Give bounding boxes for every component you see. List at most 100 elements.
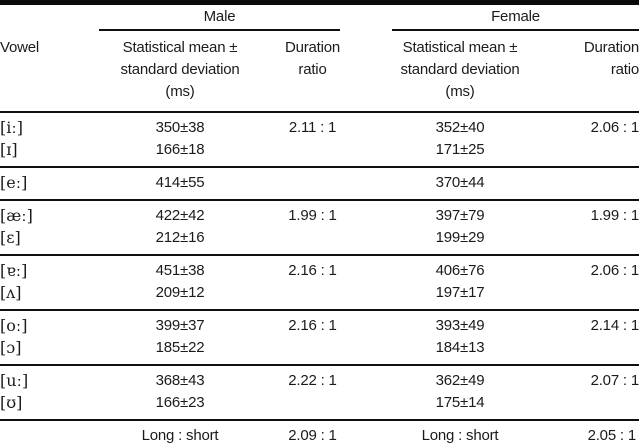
male-ratio-cell xyxy=(265,282,360,310)
female-mean-cell: 197±17 xyxy=(435,284,485,301)
vowel-group-i: [iː] 350±38 2.11 : 1 352±40 2.06 : 1 [ɪ]… xyxy=(0,112,639,167)
female-ratio-cell: 2.06 : 1 xyxy=(590,119,639,136)
male-mean-header-line1: Statistical mean ± xyxy=(122,39,238,56)
male-mean-cell: 350±38 xyxy=(155,119,205,136)
male-ratio-cell: 2.16 : 1 xyxy=(288,317,337,334)
male-header-cell: Male xyxy=(95,3,360,31)
vowel-cell xyxy=(0,420,95,448)
female-summary-line1: Long : short xyxy=(421,427,499,444)
male-mean-cell: 185±22 xyxy=(155,339,205,356)
male-mean-cell: 399±37 xyxy=(155,317,205,334)
male-ratio-header-line1: Duration xyxy=(284,39,341,56)
female-mean-header-line3: (ms) xyxy=(445,83,475,100)
vowel-cell: [ɪ] xyxy=(0,140,18,159)
male-mean-cell: 414±55 xyxy=(155,174,205,191)
table-header: Male Female Vowel Statistical mean ± sta… xyxy=(0,3,639,113)
gender-header-row: Male Female xyxy=(0,3,639,31)
male-mean-cell: 209±12 xyxy=(155,284,205,301)
female-ratio-cell xyxy=(560,139,639,167)
male-mean-cell: 451±38 xyxy=(155,262,205,279)
summary-group: Long : short vowels 401 ms : 188 ms 2.09… xyxy=(0,420,639,448)
vowel-cell: [uː] xyxy=(0,371,29,390)
male-ratio-header-line2: ratio xyxy=(298,61,327,78)
female-ratio-cell xyxy=(560,227,639,255)
vowel-cell: [æː] xyxy=(0,206,33,225)
female-mean-cell: 175±14 xyxy=(435,394,485,411)
vowel-column-header: Vowel xyxy=(0,31,95,113)
subheader-row: Vowel Statistical mean ± standard deviat… xyxy=(0,31,639,113)
table-row: [oː] 399±37 2.16 : 1 393±49 2.14 : 1 xyxy=(0,310,639,337)
female-ratio-cell: 2.14 : 1 xyxy=(590,317,639,334)
vowel-cell: [eː] xyxy=(0,173,28,192)
female-summary-ratio-cell: 2.05 : 1 xyxy=(587,427,637,444)
female-ratio-header: Duration ratio xyxy=(560,31,639,113)
male-ratio-cell: 2.11 : 1 xyxy=(288,119,337,136)
table-row: [iː] 350±38 2.11 : 1 352±40 2.06 : 1 xyxy=(0,112,639,139)
table-row: [ʊ] 166±23 175±14 xyxy=(0,392,639,420)
male-header: Male xyxy=(99,6,340,31)
female-ratio-header-line2: ratio xyxy=(610,61,639,78)
female-ratio-cell xyxy=(560,167,639,200)
vowel-cell: [ʊ] xyxy=(0,393,23,412)
female-ratio-cell: 2.07 : 1 xyxy=(590,372,639,389)
vowel-cell: [ʌ] xyxy=(0,283,22,302)
table-row: [ʌ] 209±12 197±17 xyxy=(0,282,639,310)
vowel-group-o: [oː] 399±37 2.16 : 1 393±49 2.14 : 1 [ɔ]… xyxy=(0,310,639,365)
male-ratio-cell xyxy=(265,337,360,365)
male-mean-cell: 166±23 xyxy=(155,394,205,411)
male-mean-cell: 166±18 xyxy=(155,141,205,158)
female-ratio-cell xyxy=(560,282,639,310)
summary-row: Long : short vowels 401 ms : 188 ms 2.09… xyxy=(0,420,639,448)
female-mean-cell: 171±25 xyxy=(435,141,485,158)
female-mean-cell: 199±29 xyxy=(435,229,485,246)
male-ratio-cell xyxy=(265,139,360,167)
female-header-cell: Female xyxy=(360,3,639,31)
male-mean-header-line2: standard deviation xyxy=(120,61,240,78)
male-ratio-cell: 2.16 : 1 xyxy=(288,262,337,279)
male-summary-cell: Long : short vowels 401 ms : 188 ms xyxy=(95,420,265,448)
male-ratio-cell xyxy=(265,392,360,420)
vowel-cell: [oː] xyxy=(0,316,28,335)
table-row: [ɛ] 212±16 199±29 xyxy=(0,227,639,255)
male-mean-header: Statistical mean ± standard deviation (m… xyxy=(95,31,265,113)
vowel-group-u: [uː] 368±43 2.22 : 1 362±49 2.07 : 1 [ʊ]… xyxy=(0,365,639,420)
vowel-cell: [ɛ] xyxy=(0,228,21,247)
female-mean-cell: 184±13 xyxy=(435,339,485,356)
female-ratio-cell: 1.99 : 1 xyxy=(590,207,639,224)
table-row: [ɐː] 451±38 2.16 : 1 406±76 2.06 : 1 xyxy=(0,255,639,282)
male-summary-ratio-cell: 2.09 : 1 xyxy=(288,427,337,444)
female-mean-header-line1: Statistical mean ± xyxy=(402,39,518,56)
male-ratio-cell xyxy=(265,227,360,255)
female-mean-cell: 397±79 xyxy=(435,207,485,224)
female-mean-cell: 370±44 xyxy=(435,174,485,191)
female-ratio-cell xyxy=(560,392,639,420)
male-ratio-cell: 1.99 : 1 xyxy=(288,207,337,224)
female-ratio-header-line1: Duration xyxy=(583,39,639,56)
female-ratio-cell: 2.06 : 1 xyxy=(590,262,639,279)
male-ratio-cell xyxy=(265,167,360,200)
male-ratio-cell: 2.22 : 1 xyxy=(288,372,337,389)
male-mean-cell: 212±16 xyxy=(155,229,205,246)
female-ratio-cell xyxy=(560,337,639,365)
vowel-group-a: [ɐː] 451±38 2.16 : 1 406±76 2.06 : 1 [ʌ]… xyxy=(0,255,639,310)
male-mean-header-line3: (ms) xyxy=(165,83,195,100)
female-mean-cell: 362±49 xyxy=(435,372,485,389)
female-mean-header: Statistical mean ± standard deviation (m… xyxy=(360,31,560,113)
vowel-group-ae: [æː] 422±42 1.99 : 1 397±79 1.99 : 1 [ɛ]… xyxy=(0,200,639,255)
male-ratio-header: Duration ratio xyxy=(265,31,360,113)
female-mean-header-line2: standard deviation xyxy=(400,61,520,78)
vowel-cell: [iː] xyxy=(0,118,23,137)
male-mean-cell: 368±43 xyxy=(155,372,205,389)
female-mean-cell: 352±40 xyxy=(435,119,485,136)
male-summary-line1: Long : short xyxy=(141,427,219,444)
table-row: [uː] 368±43 2.22 : 1 362±49 2.07 : 1 xyxy=(0,365,639,392)
female-mean-cell: 393±49 xyxy=(435,317,485,334)
table-row: [æː] 422±42 1.99 : 1 397±79 1.99 : 1 xyxy=(0,200,639,227)
vowel-cell: [ɔ] xyxy=(0,338,22,357)
vowel-group-e: [eː] 414±55 370±44 xyxy=(0,167,639,200)
male-mean-cell: 422±42 xyxy=(155,207,205,224)
female-summary-cell: Long : short vowels 380 ms : 185 ms xyxy=(360,420,560,448)
table-row: [ɪ] 166±18 171±25 xyxy=(0,139,639,167)
